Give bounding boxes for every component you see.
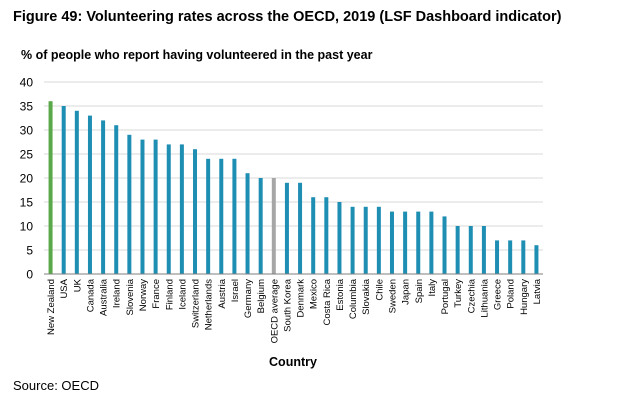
x-tick-label-netherlands: Netherlands (204, 279, 215, 330)
x-tick-label-turkey: Turkey (453, 279, 464, 308)
bar-iceland (179, 144, 184, 274)
x-tick-label-estonia: Estonia (335, 278, 346, 310)
bar-chile (376, 206, 381, 274)
bar-canada (87, 115, 92, 274)
x-tick-label-ireland: Ireland (112, 279, 123, 308)
x-tick-label-finland: Finland (164, 279, 175, 310)
bar-slovakia (363, 206, 368, 274)
bar-hungary (521, 240, 526, 274)
x-tick-label-denmark: Denmark (296, 279, 307, 318)
x-tick-label-czechia: Czechia (466, 278, 477, 313)
bar-sweden (389, 211, 394, 274)
bar-south-korea (284, 182, 289, 274)
x-tick-label-norway: Norway (138, 279, 149, 311)
bar-turkey (455, 226, 460, 274)
x-tick-label-south-korea: South Korea (282, 278, 293, 332)
y-tick-label-20: 20 (20, 172, 34, 186)
bars (48, 101, 539, 275)
x-tick-label-spain: Spain (414, 279, 425, 303)
bar-czechia (468, 226, 473, 274)
y-tick-label-0: 0 (26, 268, 33, 282)
bar-columbia (350, 206, 355, 274)
bar-portugal (442, 216, 447, 274)
bar-finland (166, 144, 171, 274)
x-tick-label-oecd-average: OECD average (269, 279, 280, 343)
x-tick-label-australia: Australia (99, 278, 110, 316)
bar-japan (403, 211, 408, 274)
x-tick-label-uk: UK (72, 278, 83, 292)
x-tick-label-hungary: Hungary (519, 279, 530, 315)
source-note: Source: OECD (13, 378, 99, 393)
bar-spain (416, 211, 421, 274)
x-tick-labels: New Zealand USA UK Canada Australia Ireland Sl… (46, 278, 543, 343)
x-tick-label-portugal: Portugal (440, 279, 451, 314)
x-tick-label-canada: Canada (85, 278, 96, 312)
chart-title: % of people who report having volunteere… (21, 48, 373, 62)
bar-germany (245, 173, 250, 274)
x-tick-label-poland: Poland (506, 279, 517, 309)
bar-lithuania (481, 226, 486, 274)
bar-ireland (114, 125, 119, 274)
x-tick-label-germany: Germany (243, 279, 254, 318)
x-tick-label-iceland: Iceland (177, 279, 188, 310)
bar-usa (61, 106, 66, 274)
bar-costa-rica (324, 197, 329, 274)
figure-title: Figure 49: Volunteering rates across the… (13, 9, 562, 25)
bar-israel (232, 158, 237, 274)
x-tick-label-mexico: Mexico (309, 279, 320, 309)
y-tick-label-15: 15 (20, 196, 34, 210)
bar-netherlands (206, 158, 211, 274)
x-tick-label-belgium: Belgium (256, 279, 267, 313)
x-tick-label-lithuania: Lithuania (479, 278, 490, 317)
x-tick-label-slovenia: Slovenia (125, 278, 136, 315)
bar-australia (101, 120, 106, 275)
x-tick-label-switzerland: Switzerland (191, 279, 202, 328)
x-tick-label-austria: Austria (217, 278, 228, 308)
x-tick-label-slovakia: Slovakia (361, 278, 372, 315)
y-tick-label-35: 35 (20, 100, 34, 114)
bar-greece (495, 240, 500, 274)
y-tick-label-30: 30 (20, 124, 34, 138)
bar-poland (508, 240, 513, 274)
bar-uk (74, 110, 79, 274)
bar-oecd-average (271, 178, 276, 274)
bar-latvia (534, 245, 539, 274)
bar-switzerland (193, 149, 198, 274)
x-tick-label-israel: Israel (230, 279, 241, 302)
x-tick-label-france: France (151, 279, 162, 309)
y-tick-label-25: 25 (20, 148, 34, 162)
bar-estonia (337, 202, 342, 274)
bar-france (153, 139, 158, 274)
y-tick-label-40: 40 (20, 76, 34, 90)
x-tick-label-japan: Japan (401, 279, 412, 305)
x-tick-label-latvia: Latvia (532, 278, 543, 304)
x-tick-label-sweden: Sweden (387, 279, 398, 313)
x-axis-title: Country (269, 355, 317, 369)
bar-belgium (258, 178, 263, 274)
y-tick-label-5: 5 (26, 244, 33, 258)
bar-mexico (311, 197, 316, 274)
bar-new-zealand (48, 101, 53, 274)
x-tick-label-italy: Italy (427, 279, 438, 297)
x-tick-label-chile: Chile (374, 279, 385, 301)
x-tick-label-costa-rica: Costa Rica (322, 278, 333, 325)
x-tick-label-usa: USA (59, 278, 70, 298)
bar-slovenia (127, 134, 132, 274)
bar-denmark (298, 182, 303, 274)
bar-austria (219, 158, 224, 274)
x-tick-label-greece: Greece (493, 279, 504, 310)
x-tick-label-new-zealand: New Zealand (46, 279, 57, 335)
y-tick-label-10: 10 (20, 220, 34, 234)
x-tick-label-columbia: Columbia (348, 278, 359, 319)
bar-italy (429, 211, 434, 274)
gridlines (44, 81, 543, 251)
bar-norway (140, 139, 145, 274)
y-tick-labels: 0 5 10 15 20 25 30 35 40 (20, 76, 34, 282)
